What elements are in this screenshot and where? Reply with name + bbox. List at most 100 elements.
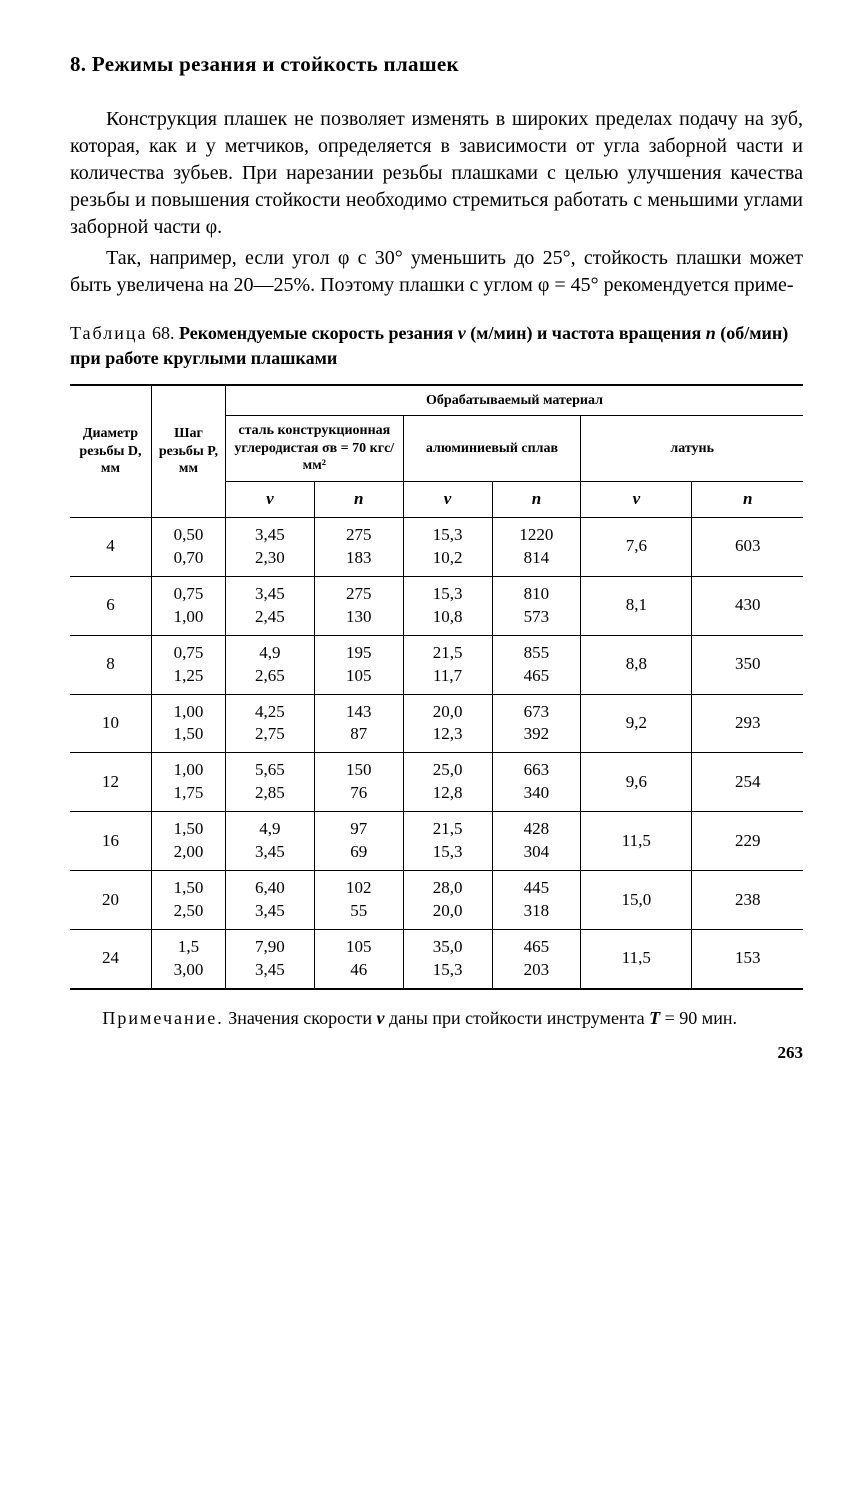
table-cell: 20: [70, 871, 151, 930]
table-cell: 1,001,50: [151, 694, 225, 753]
table-cell: 855465: [492, 635, 581, 694]
col-subheader-steel-v: v: [225, 481, 314, 517]
table-cell: 14387: [314, 694, 403, 753]
col-subheader-brass-v: v: [581, 481, 692, 517]
col-header-aluminum: алюминиевый сплав: [403, 416, 581, 482]
table-cell: 810573: [492, 576, 581, 635]
table-row: 60,751,003,452,4527513015,310,88105738,1…: [70, 576, 803, 635]
table-cell: 8,8: [581, 635, 692, 694]
table-cell: 4,93,45: [225, 812, 314, 871]
table-cell: 24: [70, 930, 151, 989]
footnote-text-3: = 90 мин.: [660, 1008, 737, 1028]
table-cell: 9,6: [581, 753, 692, 812]
table-cell: 1,502,00: [151, 812, 225, 871]
table-row: 241,53,007,903,451054635,015,346520311,5…: [70, 930, 803, 989]
table-cell: 0,500,70: [151, 517, 225, 576]
table-cell: 5,652,85: [225, 753, 314, 812]
col-header-brass: латунь: [581, 416, 803, 482]
col-header-material: Обрабатываемый материал: [225, 385, 803, 416]
data-table: Диаметр резьбы D, мм Шаг резьбы P, мм Об…: [70, 384, 803, 990]
table-cell: 153: [692, 930, 803, 989]
table-cell: 1,001,75: [151, 753, 225, 812]
table-row: 121,001,755,652,851507625,012,86633409,6…: [70, 753, 803, 812]
section-number: 8.: [70, 52, 86, 76]
table-cell: 3,452,30: [225, 517, 314, 576]
col-header-steel: сталь конструкционная углеродистая σв = …: [225, 416, 403, 482]
table-row: 80,751,254,92,6519510521,511,78554658,83…: [70, 635, 803, 694]
table-cell: 21,511,7: [403, 635, 492, 694]
table-cell: 663340: [492, 753, 581, 812]
table-cell: 430: [692, 576, 803, 635]
caption-n: n: [706, 323, 716, 343]
table-cell: 12: [70, 753, 151, 812]
table-cell: 275130: [314, 576, 403, 635]
table-cell: 8: [70, 635, 151, 694]
table-cell: 10546: [314, 930, 403, 989]
table-cell: 6: [70, 576, 151, 635]
table-cell: 0,751,00: [151, 576, 225, 635]
table-cell: 9769: [314, 812, 403, 871]
table-cell: 673392: [492, 694, 581, 753]
table-cell: 4,252,75: [225, 694, 314, 753]
page-number: 263: [70, 1042, 803, 1065]
table-cell: 445318: [492, 871, 581, 930]
caption-v: v: [458, 323, 466, 343]
table-cell: 15,310,8: [403, 576, 492, 635]
table-cell: 428304: [492, 812, 581, 871]
table-cell: 7,903,45: [225, 930, 314, 989]
table-row: 101,001,504,252,751438720,012,36733929,2…: [70, 694, 803, 753]
table-cell: 28,020,0: [403, 871, 492, 930]
table-cell: 9,2: [581, 694, 692, 753]
col-subheader-alu-n: n: [492, 481, 581, 517]
table-cell: 8,1: [581, 576, 692, 635]
footnote-prefix: Примечание.: [102, 1008, 223, 1028]
table-cell: 238: [692, 871, 803, 930]
table-cell: 11,5: [581, 930, 692, 989]
table-cell: 35,015,3: [403, 930, 492, 989]
table-row: 161,502,004,93,45976921,515,342830411,52…: [70, 812, 803, 871]
footnote-T: T: [649, 1008, 660, 1028]
table-cell: 1,53,00: [151, 930, 225, 989]
table-cell: 20,012,3: [403, 694, 492, 753]
table-cell: 195105: [314, 635, 403, 694]
table-cell: 275183: [314, 517, 403, 576]
table-cell: 0,751,25: [151, 635, 225, 694]
table-cell: 3,452,45: [225, 576, 314, 635]
table-cell: 15,0: [581, 871, 692, 930]
table-cell: 1,502,50: [151, 871, 225, 930]
table-cell: 6,403,45: [225, 871, 314, 930]
col-header-diameter: Диаметр резьбы D, мм: [70, 385, 151, 517]
col-subheader-brass-n: n: [692, 481, 803, 517]
table-cell: 4: [70, 517, 151, 576]
footnote-text-2: даны при стойкости инструмента: [385, 1008, 650, 1028]
table-caption: Таблица 68. Рекомендуемые скорость резан…: [70, 321, 803, 370]
caption-prefix: Таблица: [70, 323, 147, 343]
table-cell: 7,6: [581, 517, 692, 576]
table-row: 40,500,703,452,3027518315,310,212208147,…: [70, 517, 803, 576]
table-cell: 11,5: [581, 812, 692, 871]
caption-text-2: (м/мин) и частота вращения: [466, 323, 706, 343]
caption-text-1: Рекомендуемые скорость резания: [179, 323, 458, 343]
table-cell: 10: [70, 694, 151, 753]
table-cell: 229: [692, 812, 803, 871]
footnote-v: v: [377, 1008, 385, 1028]
section-title-text: Режимы резания и стойкость плашек: [92, 52, 459, 76]
table-cell: 254: [692, 753, 803, 812]
section-heading: 8. Режимы резания и стойкость плашек: [70, 50, 803, 78]
table-cell: 4,92,65: [225, 635, 314, 694]
col-header-pitch: Шаг резьбы P, мм: [151, 385, 225, 517]
table-cell: 15,310,2: [403, 517, 492, 576]
table-cell: 350: [692, 635, 803, 694]
table-cell: 1220814: [492, 517, 581, 576]
table-cell: 15076: [314, 753, 403, 812]
paragraph-2: Так, например, если угол φ с 30° уменьши…: [70, 245, 803, 299]
table-cell: 465203: [492, 930, 581, 989]
table-cell: 603: [692, 517, 803, 576]
paragraph-1: Конструкция плашек не позволяет изменять…: [70, 106, 803, 241]
table-cell: 10255: [314, 871, 403, 930]
table-footnote: Примечание. Значения скорости v даны при…: [70, 1006, 803, 1030]
table-cell: 16: [70, 812, 151, 871]
table-cell: 25,012,8: [403, 753, 492, 812]
table-row: 201,502,506,403,451025528,020,044531815,…: [70, 871, 803, 930]
col-subheader-steel-n: n: [314, 481, 403, 517]
